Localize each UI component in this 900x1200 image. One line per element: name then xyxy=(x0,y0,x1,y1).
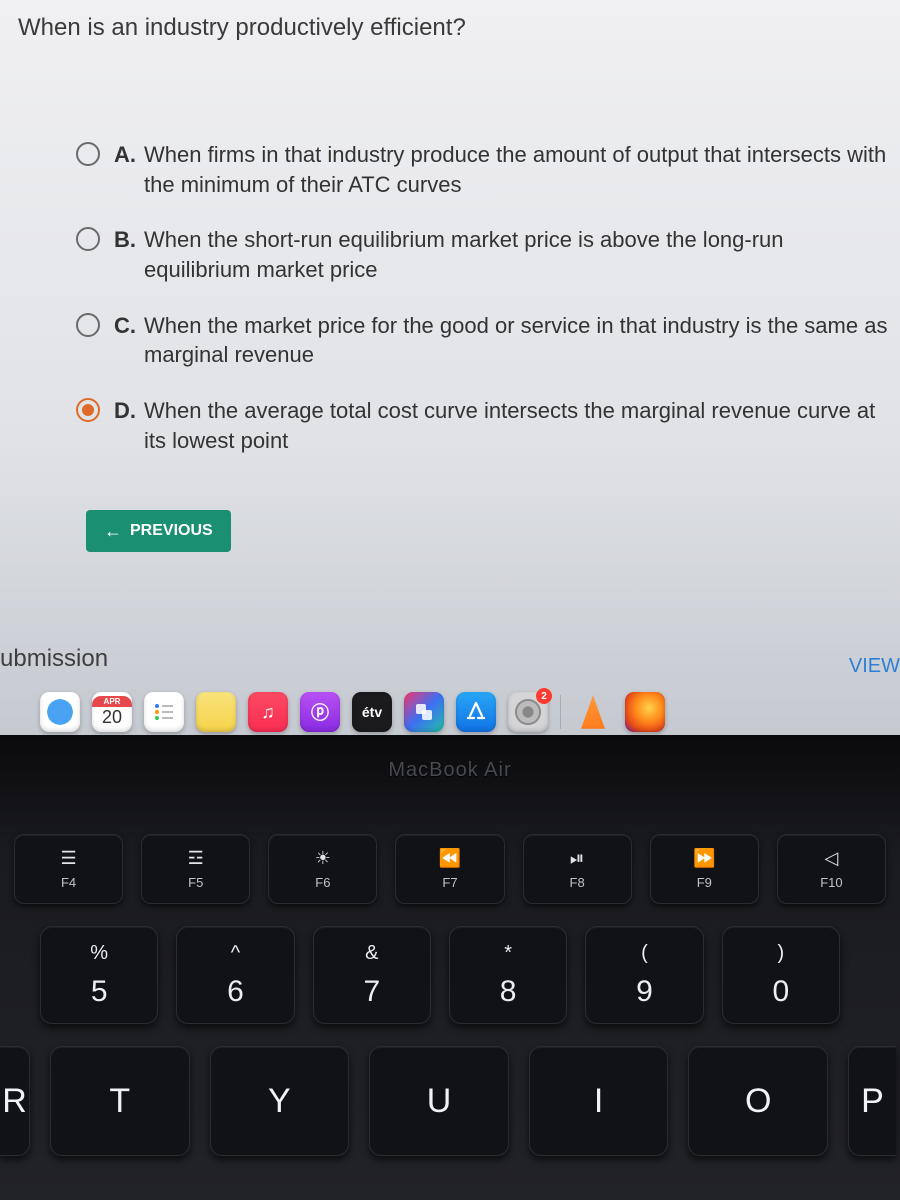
key-6[interactable]: ^ 6 xyxy=(176,926,294,1024)
option-letter: C. xyxy=(114,311,136,370)
view-link[interactable]: VIEW xyxy=(849,655,900,678)
radio-a[interactable] xyxy=(76,142,100,166)
vlc-icon[interactable] xyxy=(573,692,613,732)
key-f6[interactable]: ☀ F6 xyxy=(268,834,377,904)
submission-heading: ubmission xyxy=(0,645,108,673)
radio-d[interactable] xyxy=(76,398,100,422)
key-0[interactable]: ) 0 xyxy=(722,926,840,1024)
option-text: When the short-run equilibrium market pr… xyxy=(144,225,888,284)
option-letter: B. xyxy=(114,225,136,284)
music-icon[interactable]: ♫ xyxy=(248,692,288,732)
function-key-row: ☰ F4 ☲ F5 ☀ F6 ⏪ F7 ⏯ F8 ⏩ F9 ◁ F10 xyxy=(0,834,900,904)
radio-b[interactable] xyxy=(76,227,100,251)
option-b[interactable]: B. When the short-run equilibrium market… xyxy=(76,225,888,284)
dictation-icon: ☲ xyxy=(188,848,204,869)
option-d[interactable]: D. When the average total cost curve int… xyxy=(76,396,888,455)
appstore-icon[interactable] xyxy=(456,692,496,732)
previous-label: PREVIOUS xyxy=(130,522,213,540)
dnd-icon: ☀ xyxy=(315,848,331,869)
key-f9[interactable]: ⏩ F9 xyxy=(650,834,759,904)
option-text: When the average total cost curve inters… xyxy=(144,396,888,455)
calendar-month: APR xyxy=(92,696,132,707)
firefox-icon[interactable] xyxy=(625,692,665,732)
option-letter: D. xyxy=(114,396,136,455)
laptop-bezel: MacBook Air ☰ F4 ☲ F5 ☀ F6 ⏪ F7 ⏯ F8 ⏩ F… xyxy=(0,735,900,1200)
reminders-icon[interactable] xyxy=(144,692,184,732)
appletv-icon[interactable]: étv xyxy=(352,692,392,732)
key-7[interactable]: & 7 xyxy=(313,926,431,1024)
macos-dock: APR 20 ♫ ⓟ étv xyxy=(40,692,875,732)
option-c[interactable]: C. When the market price for the good or… xyxy=(76,311,888,370)
key-o[interactable]: O xyxy=(688,1046,828,1156)
option-text: When the market price for the good or se… xyxy=(144,311,888,370)
key-i[interactable]: I xyxy=(529,1046,669,1156)
options-list: A. When firms in that industry produce t… xyxy=(76,140,888,482)
notes-icon[interactable] xyxy=(196,692,236,732)
option-letter: A. xyxy=(114,140,136,199)
calendar-icon[interactable]: APR 20 xyxy=(92,692,132,732)
key-f10[interactable]: ◁ F10 xyxy=(777,834,886,904)
previous-button[interactable]: ← PREVIOUS xyxy=(86,510,231,552)
safari-icon[interactable] xyxy=(40,692,80,732)
playpause-icon: ⏯ xyxy=(570,848,584,869)
option-a[interactable]: A. When firms in that industry produce t… xyxy=(76,140,888,199)
letter-key-row: R T Y U I O P xyxy=(0,1046,900,1156)
shortcuts-icon[interactable] xyxy=(404,692,444,732)
key-r[interactable]: R xyxy=(0,1046,30,1156)
key-u[interactable]: U xyxy=(369,1046,509,1156)
key-5[interactable]: % 5 xyxy=(40,926,158,1024)
question-text: When is an industry productively efficie… xyxy=(18,14,466,42)
key-t[interactable]: T xyxy=(50,1046,190,1156)
key-f4[interactable]: ☰ F4 xyxy=(14,834,123,904)
laptop-brand: MacBook Air xyxy=(0,759,900,782)
key-f7[interactable]: ⏪ F7 xyxy=(395,834,504,904)
calendar-day: 20 xyxy=(102,707,122,728)
key-p[interactable]: P xyxy=(848,1046,896,1156)
key-8[interactable]: * 8 xyxy=(449,926,567,1024)
option-text: When firms in that industry produce the … xyxy=(144,140,888,199)
podcasts-icon[interactable]: ⓟ xyxy=(300,692,340,732)
fastforward-icon: ⏩ xyxy=(693,848,715,869)
arrow-left-icon: ← xyxy=(104,522,122,540)
settings-icon[interactable] xyxy=(508,692,548,732)
key-f8[interactable]: ⏯ F8 xyxy=(523,834,632,904)
key-f5[interactable]: ☲ F5 xyxy=(141,834,250,904)
radio-c[interactable] xyxy=(76,313,100,337)
rewind-icon: ⏪ xyxy=(439,848,461,869)
dock-divider xyxy=(560,695,561,729)
key-y[interactable]: Y xyxy=(210,1046,350,1156)
quiz-screen: When is an industry productively efficie… xyxy=(0,0,900,735)
key-9[interactable]: ( 9 xyxy=(585,926,703,1024)
number-key-row: % 5 ^ 6 & 7 * 8 ( 9 ) 0 xyxy=(0,926,900,1024)
launchpad-icon: ☰ xyxy=(61,848,77,869)
mute-icon: ◁ xyxy=(824,848,838,869)
